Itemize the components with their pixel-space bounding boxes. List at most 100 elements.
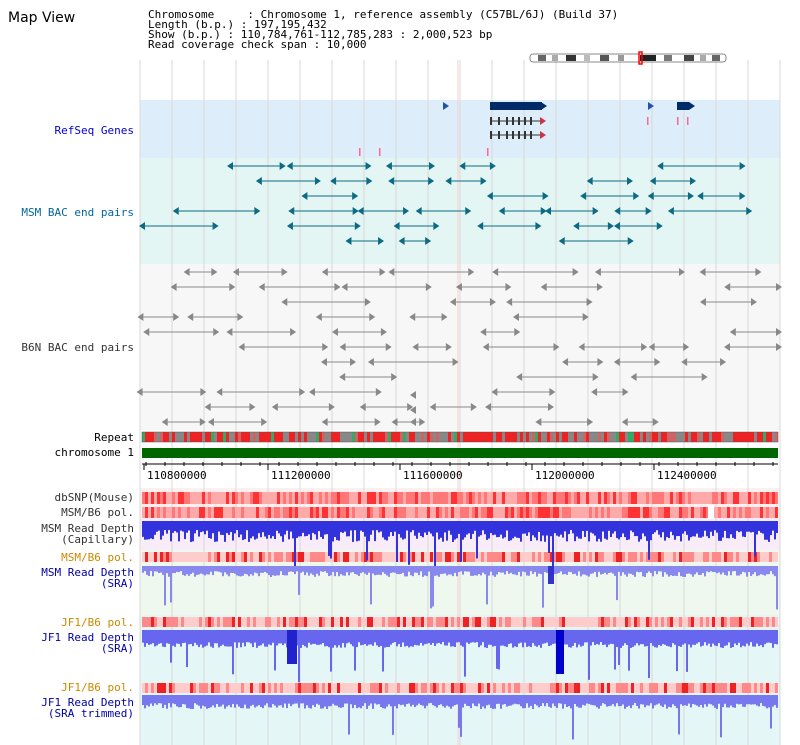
capillary-depth-bar	[680, 521, 682, 542]
msm-bac-label[interactable]: MSM BAC end pairs	[21, 206, 134, 219]
msm-sra-depth-bar	[618, 566, 620, 572]
msm-b6-pol-cell	[718, 507, 721, 518]
dbsnp-cell	[289, 492, 292, 504]
msm-depth-sra-label[interactable]: MSM Read Depth (SRA)	[2, 567, 134, 589]
jf1-b6-pol-cell	[217, 617, 220, 627]
jf1-trim-depth-bar	[222, 695, 224, 705]
jf1-b6-pol-cell	[712, 617, 715, 627]
repeat-segment	[187, 432, 190, 442]
capillary-depth-bar	[282, 521, 284, 542]
axis-tick-label: 111600000	[403, 469, 463, 482]
jf1-sra-depth-bar	[612, 630, 614, 645]
msm-sra-depth-bar	[636, 566, 638, 572]
msm-sra-depth-bar	[760, 566, 762, 575]
msm-b6-pol-cell	[244, 507, 247, 518]
b6n-bac-label[interactable]: B6N BAC end pairs	[21, 341, 134, 354]
b6n-bac-pair-end	[211, 268, 218, 276]
repeat-segment	[175, 432, 178, 442]
jf1-b6-pol-cell	[166, 617, 169, 627]
msm-sra-depth-bar	[310, 566, 312, 574]
capillary-depth-bar	[500, 521, 502, 535]
chromosome-label[interactable]: chromosome 1	[54, 446, 134, 459]
jf1-sra-depth-bar	[346, 630, 348, 644]
msm-b6-pol-cell	[751, 552, 754, 562]
capillary-depth-bar	[626, 521, 628, 541]
jf1-trim-depth-bar	[148, 695, 150, 707]
jf1-b6-pol-cell	[319, 617, 322, 627]
msm-bac-pair-end	[352, 192, 359, 200]
jf1-b6-pol-cell	[730, 617, 733, 627]
jf1-b6-pol-cell	[775, 683, 778, 693]
msm-b6-pol-cell	[571, 552, 574, 562]
jf1-b6-pol-label-1[interactable]: JF1/B6 pol.	[61, 616, 134, 629]
msm-bac-pair-end	[477, 222, 484, 230]
gene-exon	[506, 117, 508, 125]
jf1-trim-depth-bar	[198, 695, 200, 706]
jf1-b6-pol-cell	[307, 683, 310, 693]
dbsnp-label[interactable]: dbSNP(Mouse)	[54, 491, 134, 504]
b6n-bac-pair-end	[681, 358, 688, 366]
repeat-label[interactable]: Repeat	[94, 431, 134, 444]
msm-b6-pol-cell	[499, 552, 502, 562]
jf1-b6-pol-cell	[397, 617, 400, 627]
jf1-b6-pol-cell	[298, 617, 301, 627]
msm-bac-pair-end	[366, 177, 373, 185]
jf1-trim-depth-bar	[626, 695, 628, 707]
dbsnp-cell	[331, 492, 334, 504]
msm-b6-pol-cell	[757, 507, 760, 518]
msm-sra-depth-bar	[442, 566, 444, 574]
msm-sra-depth-bar	[514, 566, 516, 575]
msm-bac-pair-end	[286, 162, 293, 170]
jf1-sra-depth-bar	[532, 630, 534, 644]
dbsnp-cell	[658, 492, 661, 504]
msm-b6-pol-label-1[interactable]: MSM/B6 pol.	[61, 506, 134, 519]
jf1-sra-depth-bar	[758, 630, 760, 647]
msm-sra-depth-bar	[772, 566, 774, 575]
msm-sra-depth-bar	[608, 566, 610, 573]
jf1-sra-depth-bar	[628, 630, 630, 671]
msm-sra-depth-bar	[340, 566, 342, 575]
msm-bac-pair-end	[445, 177, 452, 185]
repeat-segment	[682, 432, 685, 442]
jf1-sra-depth-bar	[210, 630, 212, 647]
msm-b6-pol-label-2[interactable]: MSM/B6 pol.	[61, 551, 134, 564]
b6n-bac-pair-end	[339, 343, 346, 351]
jf1-trim-depth-bar	[684, 695, 686, 706]
repeat-segment	[703, 432, 706, 442]
dbsnp-cell	[655, 492, 658, 504]
jf1-trim-depth-bar	[622, 695, 624, 705]
capillary-depth-bar	[246, 521, 248, 531]
msm-b6-pol-cell	[649, 552, 652, 562]
jf1-b6-pol-cell	[628, 617, 631, 627]
jf1-trim-depth-bar	[450, 695, 452, 709]
msm-sra-depth-bar	[246, 566, 248, 575]
msm-b6-pol-cell	[511, 507, 514, 518]
msm-b6-pol-cell	[538, 552, 541, 562]
repeat-segment	[238, 432, 241, 442]
repeat-segment	[214, 432, 217, 442]
jf1-trim-depth-bar	[234, 695, 236, 708]
b6n-bac-pair-end	[238, 343, 245, 351]
msm-b6-pol-cell	[229, 552, 232, 562]
msm-sra-depth-bar	[554, 566, 556, 574]
jf1-b6-pol-cell	[694, 617, 697, 627]
jf1-trim-depth-bar	[146, 695, 148, 706]
capillary-depth-bar	[730, 521, 732, 535]
msm-b6-pol-cell	[430, 507, 433, 518]
repeat-segment	[232, 432, 235, 442]
repeat-segment	[304, 432, 307, 442]
jf1-b6-pol-cell	[670, 683, 673, 693]
refseq-label[interactable]: RefSeq Genes	[54, 124, 134, 137]
msm-depth-capillary-label[interactable]: MSM Read Depth (Capillary)	[2, 523, 134, 545]
msm-b6-pol-cell	[190, 552, 193, 562]
jf1-sra-depth-bar	[700, 630, 702, 647]
jf1-sra-depth-bar	[752, 630, 754, 647]
jf1-depth-sra-label[interactable]: JF1 Read Depth (SRA)	[2, 632, 134, 654]
capillary-depth-bar	[540, 521, 542, 542]
jf1-b6-pol-cell	[532, 617, 535, 627]
jf1-b6-pol-label-2[interactable]: JF1/B6 pol.	[61, 681, 134, 694]
msm-b6-pol-cell	[655, 552, 658, 562]
capillary-depth-bar	[612, 521, 614, 534]
jf1-depth-trim-label[interactable]: JF1 Read Depth (SRA trimmed)	[2, 697, 134, 719]
